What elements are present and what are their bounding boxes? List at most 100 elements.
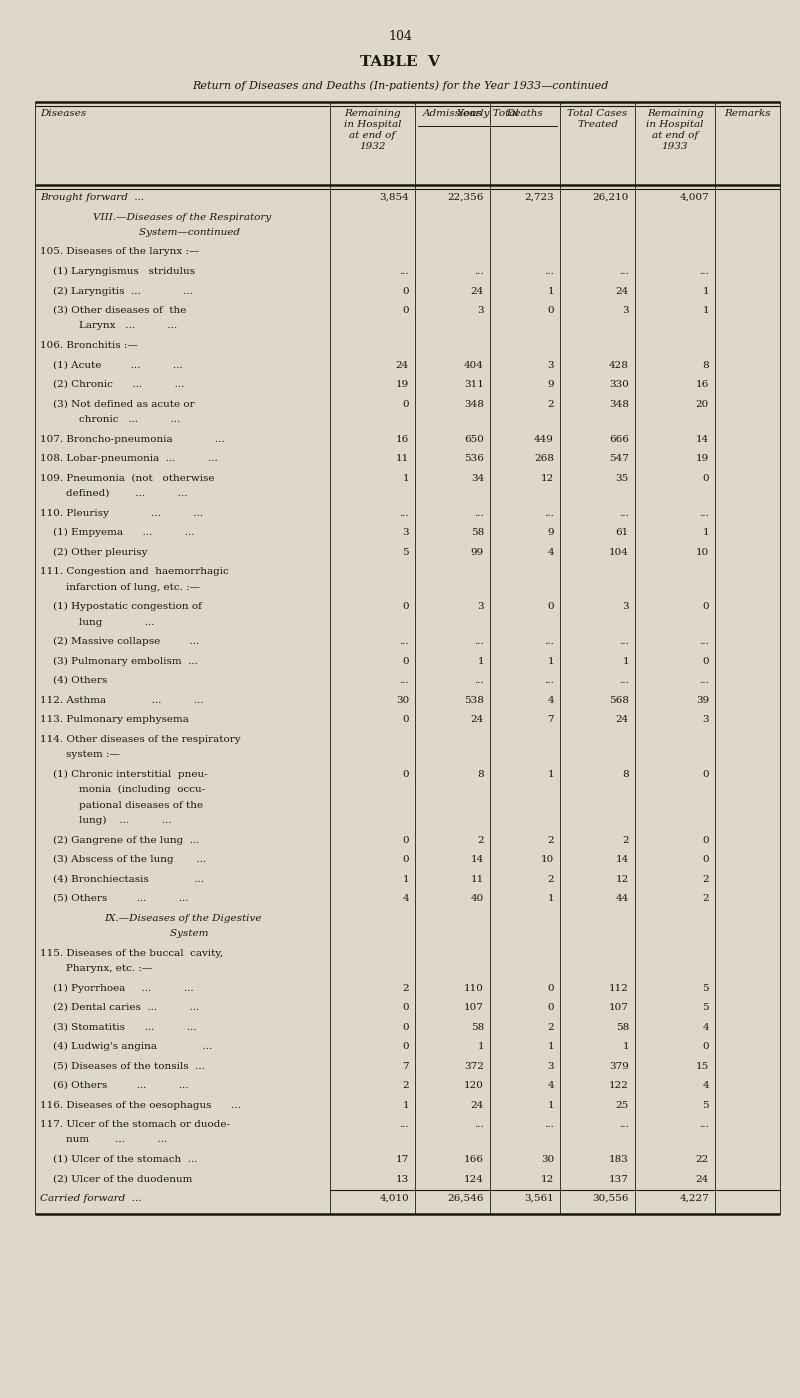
Text: ...: ... bbox=[399, 1120, 409, 1130]
Text: 115. Diseases of the buccal  cavity,: 115. Diseases of the buccal cavity, bbox=[40, 948, 223, 958]
Text: 3,561: 3,561 bbox=[524, 1194, 554, 1204]
Text: 4,010: 4,010 bbox=[379, 1194, 409, 1204]
Text: infarction of lung, etc. :—: infarction of lung, etc. :— bbox=[40, 583, 200, 591]
Text: 4: 4 bbox=[402, 893, 409, 903]
Text: 107. Broncho-pneumonia             ...: 107. Broncho-pneumonia ... bbox=[40, 435, 225, 443]
Text: 1: 1 bbox=[702, 528, 709, 537]
Text: ...: ... bbox=[474, 637, 484, 646]
Text: 1: 1 bbox=[622, 657, 629, 665]
Text: 26,546: 26,546 bbox=[448, 1194, 484, 1204]
Text: 110. Pleurisy             ...          ...: 110. Pleurisy ... ... bbox=[40, 509, 203, 517]
Text: System: System bbox=[157, 930, 208, 938]
Text: pational diseases of the: pational diseases of the bbox=[40, 801, 203, 809]
Text: 111. Congestion and  haemorrhagic: 111. Congestion and haemorrhagic bbox=[40, 568, 229, 576]
Text: 58: 58 bbox=[470, 528, 484, 537]
Text: 1: 1 bbox=[547, 893, 554, 903]
Text: (1) Laryngismus   stridulus: (1) Laryngismus stridulus bbox=[40, 267, 195, 277]
Text: Return of Diseases and Deaths (In-patients) for the Year 1933—continued: Return of Diseases and Deaths (In-patien… bbox=[192, 80, 608, 91]
Text: 107: 107 bbox=[609, 1002, 629, 1012]
Text: 2: 2 bbox=[547, 1022, 554, 1032]
Text: 0: 0 bbox=[702, 603, 709, 611]
Text: 4: 4 bbox=[702, 1081, 709, 1090]
Text: 2: 2 bbox=[547, 400, 554, 408]
Text: 1: 1 bbox=[702, 306, 709, 315]
Text: (4) Bronchiectasis              ...: (4) Bronchiectasis ... bbox=[40, 875, 204, 884]
Text: 14: 14 bbox=[616, 856, 629, 864]
Text: 348: 348 bbox=[609, 400, 629, 408]
Text: 30: 30 bbox=[396, 695, 409, 705]
Text: 0: 0 bbox=[402, 306, 409, 315]
Text: 58: 58 bbox=[470, 1022, 484, 1032]
Text: Deaths: Deaths bbox=[506, 109, 543, 117]
Text: 107: 107 bbox=[464, 1002, 484, 1012]
Text: 2: 2 bbox=[702, 893, 709, 903]
Text: (4) Ludwig's angina              ...: (4) Ludwig's angina ... bbox=[40, 1042, 212, 1051]
Text: (3) Stomatitis      ...          ...: (3) Stomatitis ... ... bbox=[40, 1022, 197, 1032]
Text: 22,356: 22,356 bbox=[448, 193, 484, 201]
Text: (2) Gangrene of the lung  ...: (2) Gangrene of the lung ... bbox=[40, 836, 199, 844]
Text: (6) Others         ...          ...: (6) Others ... ... bbox=[40, 1081, 189, 1090]
Text: 25: 25 bbox=[616, 1100, 629, 1110]
Text: Pharynx, etc. :—: Pharynx, etc. :— bbox=[40, 965, 152, 973]
Text: 0: 0 bbox=[547, 306, 554, 315]
Text: 650: 650 bbox=[464, 435, 484, 443]
Text: TABLE  V: TABLE V bbox=[360, 55, 440, 69]
Text: 2: 2 bbox=[478, 836, 484, 844]
Text: 0: 0 bbox=[547, 603, 554, 611]
Text: 3: 3 bbox=[702, 714, 709, 724]
Text: (5) Diseases of the tonsils  ...: (5) Diseases of the tonsils ... bbox=[40, 1061, 205, 1071]
Text: 11: 11 bbox=[396, 454, 409, 463]
Text: 1: 1 bbox=[547, 1042, 554, 1051]
Text: (1) Acute         ...          ...: (1) Acute ... ... bbox=[40, 361, 182, 369]
Text: 39: 39 bbox=[696, 695, 709, 705]
Text: 3: 3 bbox=[478, 603, 484, 611]
Text: 5: 5 bbox=[702, 1100, 709, 1110]
Text: 8: 8 bbox=[622, 769, 629, 779]
Text: 13: 13 bbox=[396, 1174, 409, 1184]
Text: system :—: system :— bbox=[40, 749, 120, 759]
Text: 166: 166 bbox=[464, 1155, 484, 1165]
Text: 379: 379 bbox=[609, 1061, 629, 1071]
Text: num        ...          ...: num ... ... bbox=[40, 1135, 167, 1145]
Text: 17: 17 bbox=[396, 1155, 409, 1165]
Text: 0: 0 bbox=[402, 856, 409, 864]
Text: 2: 2 bbox=[402, 984, 409, 993]
Text: 117. Ulcer of the stomach or duode-: 117. Ulcer of the stomach or duode- bbox=[40, 1120, 230, 1130]
Text: 4,227: 4,227 bbox=[679, 1194, 709, 1204]
Text: 15: 15 bbox=[696, 1061, 709, 1071]
Text: 106. Bronchitis :—: 106. Bronchitis :— bbox=[40, 341, 138, 350]
Text: 1: 1 bbox=[402, 1100, 409, 1110]
Text: 2: 2 bbox=[402, 1081, 409, 1090]
Text: 99: 99 bbox=[470, 548, 484, 556]
Text: 1: 1 bbox=[402, 875, 409, 884]
Text: ...: ... bbox=[699, 677, 709, 685]
Text: chronic   ...          ...: chronic ... ... bbox=[40, 415, 180, 424]
Text: ...: ... bbox=[399, 267, 409, 275]
Text: 40: 40 bbox=[470, 893, 484, 903]
Text: lung)    ...          ...: lung) ... ... bbox=[40, 816, 171, 825]
Text: (3) Not defined as acute or: (3) Not defined as acute or bbox=[40, 400, 194, 408]
Text: ...: ... bbox=[474, 677, 484, 685]
Text: 1: 1 bbox=[478, 657, 484, 665]
Text: Remaining
in Hospital
at end of
1933: Remaining in Hospital at end of 1933 bbox=[646, 109, 704, 151]
Text: 536: 536 bbox=[464, 454, 484, 463]
Text: VIII.—Diseases of the Respiratory: VIII.—Diseases of the Respiratory bbox=[94, 212, 272, 221]
Text: 14: 14 bbox=[470, 856, 484, 864]
Text: 3: 3 bbox=[402, 528, 409, 537]
Text: 44: 44 bbox=[616, 893, 629, 903]
Text: 24: 24 bbox=[470, 714, 484, 724]
Text: 5: 5 bbox=[702, 1002, 709, 1012]
Text: 5: 5 bbox=[402, 548, 409, 556]
Text: 4: 4 bbox=[547, 548, 554, 556]
Text: 30: 30 bbox=[541, 1155, 554, 1165]
Text: 3: 3 bbox=[547, 361, 554, 369]
Text: Admissions: Admissions bbox=[422, 109, 482, 117]
Text: 538: 538 bbox=[464, 695, 484, 705]
Text: 10: 10 bbox=[696, 548, 709, 556]
Text: 1: 1 bbox=[702, 287, 709, 295]
Text: 0: 0 bbox=[702, 657, 709, 665]
Text: 109. Pneumonia  (not   otherwise: 109. Pneumonia (not otherwise bbox=[40, 474, 214, 482]
Text: 8: 8 bbox=[478, 769, 484, 779]
Text: 16: 16 bbox=[396, 435, 409, 443]
Text: 7: 7 bbox=[547, 714, 554, 724]
